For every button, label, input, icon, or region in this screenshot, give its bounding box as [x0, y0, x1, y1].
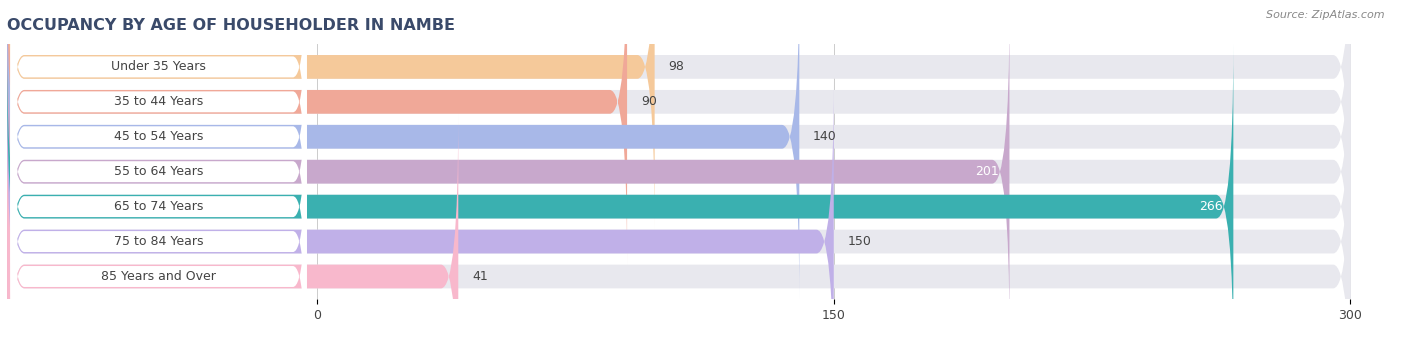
FancyBboxPatch shape: [7, 114, 458, 340]
FancyBboxPatch shape: [7, 0, 1351, 265]
Text: 41: 41: [472, 270, 488, 283]
FancyBboxPatch shape: [7, 44, 1233, 340]
FancyBboxPatch shape: [7, 114, 1351, 340]
FancyBboxPatch shape: [7, 79, 834, 340]
Text: 35 to 44 Years: 35 to 44 Years: [114, 95, 204, 108]
FancyBboxPatch shape: [10, 7, 307, 266]
FancyBboxPatch shape: [7, 79, 1351, 340]
FancyBboxPatch shape: [10, 0, 307, 231]
Text: OCCUPANCY BY AGE OF HOUSEHOLDER IN NAMBE: OCCUPANCY BY AGE OF HOUSEHOLDER IN NAMBE: [7, 18, 456, 33]
Text: 65 to 74 Years: 65 to 74 Years: [114, 200, 204, 213]
Text: 45 to 54 Years: 45 to 54 Years: [114, 130, 204, 143]
FancyBboxPatch shape: [7, 0, 800, 300]
Text: Under 35 Years: Under 35 Years: [111, 61, 207, 73]
Text: 90: 90: [641, 95, 657, 108]
Text: 55 to 64 Years: 55 to 64 Years: [114, 165, 204, 178]
Text: 201: 201: [976, 165, 1000, 178]
FancyBboxPatch shape: [10, 147, 307, 340]
FancyBboxPatch shape: [7, 0, 1351, 300]
Text: 85 Years and Over: 85 Years and Over: [101, 270, 217, 283]
FancyBboxPatch shape: [7, 9, 1351, 335]
Text: 98: 98: [668, 61, 685, 73]
Text: 140: 140: [813, 130, 837, 143]
Text: 266: 266: [1199, 200, 1223, 213]
FancyBboxPatch shape: [7, 0, 1351, 230]
FancyBboxPatch shape: [7, 0, 627, 265]
FancyBboxPatch shape: [7, 9, 1010, 335]
FancyBboxPatch shape: [10, 0, 307, 196]
FancyBboxPatch shape: [7, 44, 1351, 340]
Text: Source: ZipAtlas.com: Source: ZipAtlas.com: [1267, 10, 1385, 20]
FancyBboxPatch shape: [10, 112, 307, 340]
Text: 75 to 84 Years: 75 to 84 Years: [114, 235, 204, 248]
FancyBboxPatch shape: [10, 78, 307, 336]
FancyBboxPatch shape: [7, 0, 655, 230]
FancyBboxPatch shape: [10, 42, 307, 301]
Text: 150: 150: [848, 235, 872, 248]
